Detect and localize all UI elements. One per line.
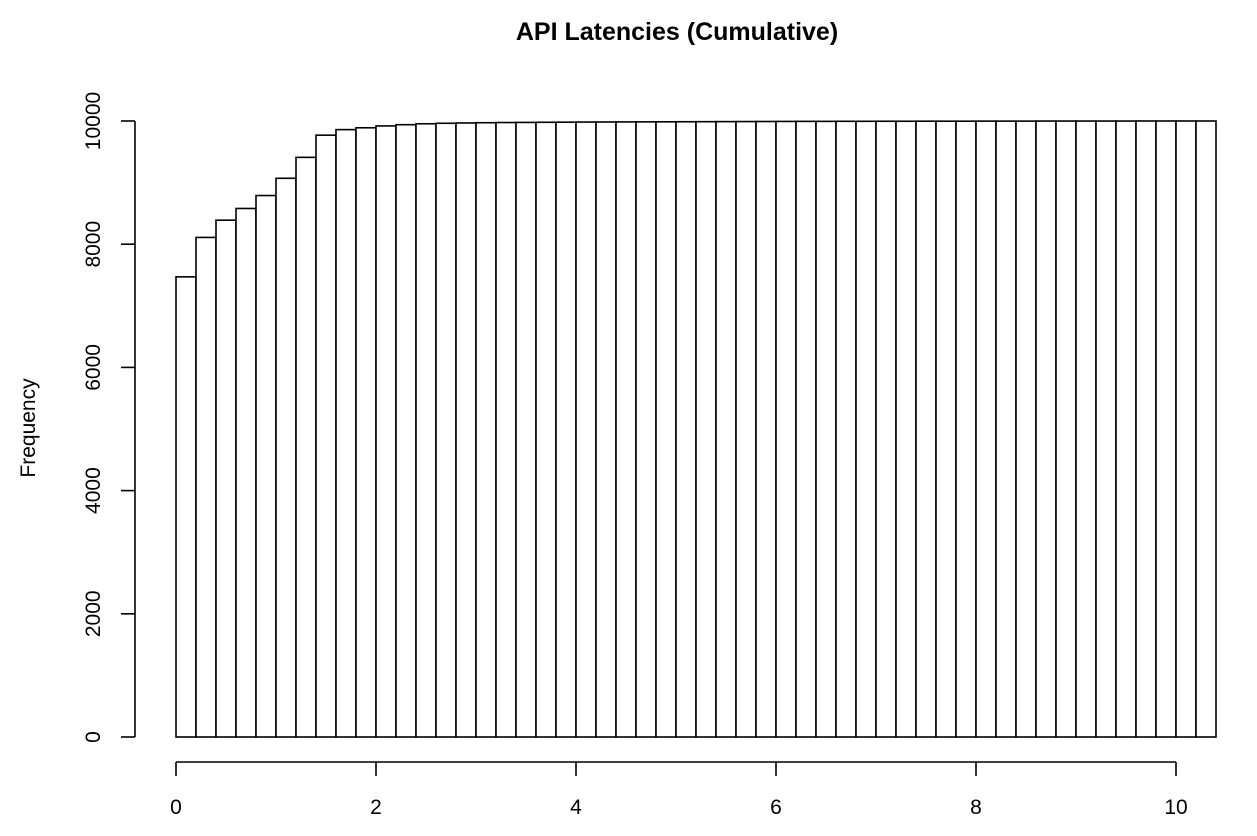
- x-tick-label: 10: [1164, 796, 1187, 819]
- histogram-bar: [1175, 120, 1197, 738]
- histogram-bar: [1075, 120, 1097, 738]
- histogram-bar: [795, 120, 817, 738]
- histogram-bar: [755, 120, 777, 738]
- histogram-bar: [615, 121, 637, 738]
- x-tick-label: 8: [970, 796, 982, 819]
- histogram-bar: [175, 276, 197, 738]
- histogram-bar: [455, 122, 477, 738]
- histogram-bar: [215, 219, 237, 738]
- y-tick-label: 2000: [82, 590, 105, 637]
- x-tick-label: 4: [570, 796, 582, 819]
- y-tick-label: 8000: [82, 221, 105, 268]
- histogram-bar: [975, 120, 997, 738]
- y-tick-label: 6000: [82, 344, 105, 391]
- histogram-bar: [1115, 120, 1137, 738]
- y-tick-label: 4000: [82, 467, 105, 514]
- histogram-bar: [495, 121, 517, 738]
- histogram-bar: [595, 121, 617, 738]
- histogram-bar: [835, 120, 857, 738]
- chart-title: API Latencies (Cumulative): [516, 18, 838, 46]
- y-tick-label: 0: [82, 731, 105, 743]
- histogram-bar: [355, 126, 377, 738]
- histogram-bar: [1015, 120, 1037, 738]
- histogram-bar: [295, 156, 317, 738]
- histogram-bar: [855, 120, 877, 738]
- histogram-bar: [475, 121, 497, 738]
- y-axis: 0 2000 4000 6000 8000 10000: [82, 92, 136, 743]
- histogram-bar: [995, 120, 1017, 738]
- histogram-bar: [895, 120, 917, 738]
- bars-group: [175, 120, 1217, 738]
- histogram-bar: [675, 120, 697, 738]
- histogram-bar: [1055, 120, 1077, 738]
- histogram-bar: [1095, 120, 1117, 738]
- histogram-bar: [375, 125, 397, 738]
- histogram-bar: [275, 177, 297, 738]
- histogram-bar: [915, 120, 937, 738]
- x-tick-label: 0: [170, 796, 182, 819]
- histogram-bar: [635, 121, 657, 738]
- histogram-bar: [315, 134, 337, 738]
- histogram-bar: [335, 128, 357, 738]
- histogram-bar: [555, 121, 577, 738]
- x-tick-label: 2: [370, 796, 382, 819]
- histogram-bar: [1155, 120, 1177, 738]
- y-tick-label: 10000: [82, 92, 105, 150]
- histogram-bar: [715, 120, 737, 738]
- histogram-bar: [415, 122, 437, 738]
- histogram-bar: [775, 120, 797, 738]
- histogram-bar: [435, 122, 457, 738]
- histogram-bar: [1035, 120, 1057, 738]
- histogram-bar: [255, 194, 277, 738]
- histogram-bar: [235, 207, 257, 738]
- histogram-bar: [935, 120, 957, 738]
- histogram-bar: [395, 123, 417, 738]
- histogram-bar: [575, 121, 597, 738]
- histogram-bar: [875, 120, 897, 738]
- x-tick-label: 6: [770, 796, 782, 819]
- histogram-bar: [1195, 120, 1217, 738]
- histogram-bar: [955, 120, 977, 738]
- histogram-bar: [695, 120, 717, 738]
- histogram-bar: [735, 120, 757, 738]
- histogram-bar: [535, 121, 557, 738]
- histogram-bar: [655, 121, 677, 738]
- y-axis-label: Frequency: [17, 378, 40, 478]
- histogram-bar: [815, 120, 837, 738]
- histogram-bar: [1135, 120, 1157, 738]
- histogram-bar: [195, 236, 217, 738]
- x-axis: 0 2 4 6 8 10: [170, 761, 1188, 819]
- histogram-bar: [515, 121, 537, 738]
